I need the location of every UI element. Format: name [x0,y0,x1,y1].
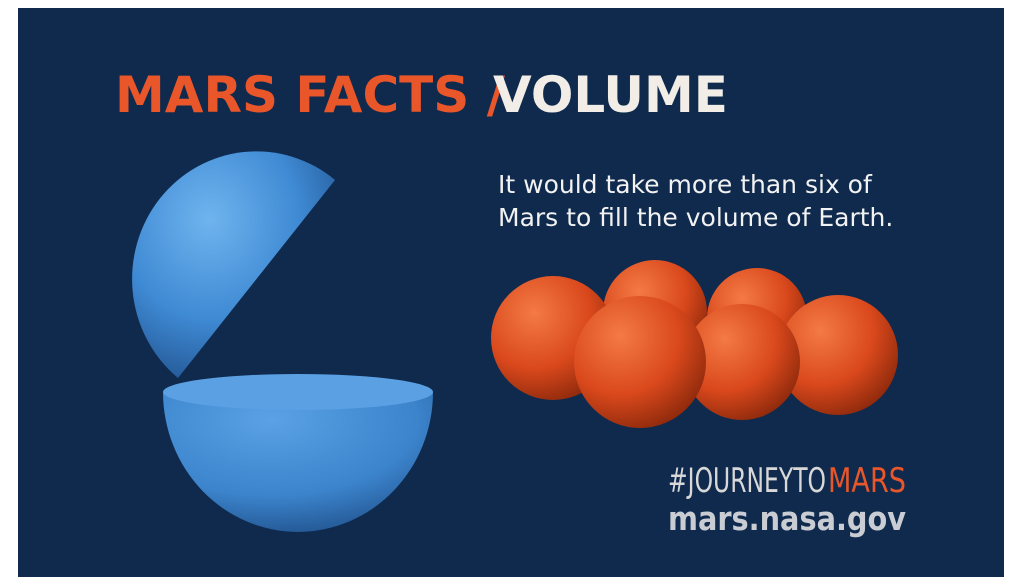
caption-line: Mars to fill the volume of Earth. [498,203,893,232]
title-topic: VOLUME [493,66,728,124]
earth-cut-face [163,374,433,410]
url: mars.nasa.gov [668,499,906,538]
title-prefix: MARS FACTS / [115,66,506,124]
page: MARS FACTS / VOLUME It would take more t… [0,0,1011,577]
caption-line: It would take more than six of [498,170,873,199]
hashtag: #JOURNEYTO [668,461,826,501]
hashtag-accent: MARS [828,461,906,501]
infographic: MARS FACTS / VOLUME It would take more t… [0,0,1011,577]
mars-sphere [574,296,706,428]
